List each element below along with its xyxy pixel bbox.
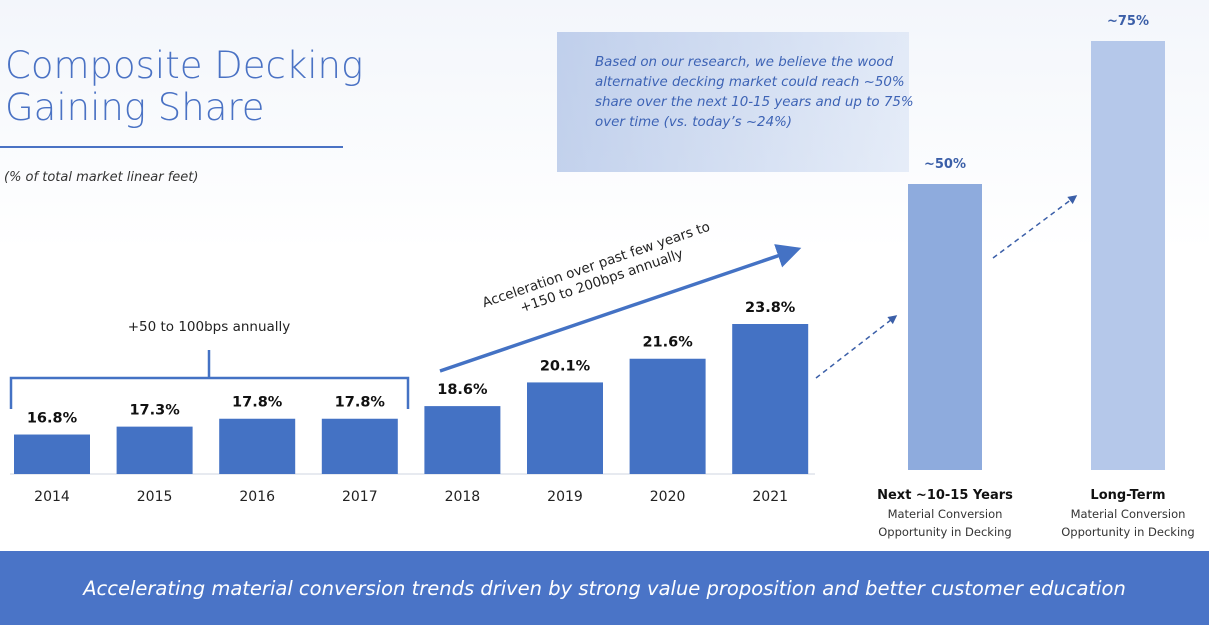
projection-value-long-term: ~75% bbox=[1107, 14, 1149, 29]
projection-desc-mid-term-1: Material Conversion bbox=[888, 507, 1003, 521]
bottom-banner: Accelerating material conversion trends … bbox=[0, 551, 1209, 625]
x-tick-2014: 2014 bbox=[34, 489, 70, 505]
bracket-annotation: +50 to 100bps annually bbox=[128, 319, 291, 335]
x-tick-2020: 2020 bbox=[650, 489, 686, 505]
bar-label-2021: 23.8% bbox=[745, 300, 796, 316]
x-tick-2019: 2019 bbox=[547, 489, 583, 505]
x-tick-2018: 2018 bbox=[445, 489, 481, 505]
research-callout-text: Based on our research, we believe the wo… bbox=[595, 55, 914, 130]
bar-label-2014: 16.8% bbox=[27, 411, 78, 427]
title-underline bbox=[0, 146, 343, 148]
bar-2021 bbox=[732, 324, 809, 474]
acceleration-arrow bbox=[439, 244, 802, 373]
banner-text: Accelerating material conversion trends … bbox=[83, 576, 1126, 600]
x-tick-2015: 2015 bbox=[137, 489, 173, 505]
bar-label-2019: 20.1% bbox=[540, 358, 591, 374]
bar-2020 bbox=[629, 358, 706, 474]
projection-value-mid-term: ~50% bbox=[924, 157, 966, 172]
bar-2018 bbox=[424, 406, 501, 474]
bar-label-2017: 17.8% bbox=[335, 395, 386, 411]
bar-label-2018: 18.6% bbox=[437, 382, 488, 398]
dashed-arrow-to-long-term bbox=[992, 195, 1078, 259]
projection-category-long-term: Long-Term bbox=[1090, 488, 1165, 503]
projection-bar-long-term bbox=[1091, 41, 1165, 470]
bracket-2014-2017 bbox=[9, 350, 410, 409]
projection-desc-long-term-1: Material Conversion bbox=[1071, 507, 1186, 521]
acceleration-annotation: Acceleration over past few years to +150… bbox=[480, 219, 712, 316]
acceleration-annotation-line1: Acceleration over past few years to bbox=[480, 219, 712, 311]
historical-bars: 16.8% 2014 17.3% 2015 17.8% 2016 17.8% 2017 18.6… bbox=[14, 300, 809, 505]
projection-desc-long-term-2: Opportunity in Decking bbox=[1061, 525, 1195, 539]
market-share-chart: +50 to 100bps annually Acceleration over… bbox=[9, 14, 1195, 539]
bar-label-2015: 17.3% bbox=[129, 403, 180, 419]
bar-label-2016: 17.8% bbox=[232, 395, 283, 411]
bar-2015 bbox=[116, 426, 193, 474]
x-tick-2017: 2017 bbox=[342, 489, 378, 505]
bar-2014 bbox=[14, 434, 90, 474]
research-callout-box: Based on our research, we believe the wo… bbox=[557, 32, 914, 172]
x-tick-2021: 2021 bbox=[752, 489, 788, 505]
bar-2017 bbox=[321, 418, 398, 474]
projection-desc-mid-term-2: Opportunity in Decking bbox=[878, 525, 1012, 539]
chart-subtitle: (% of total market linear feet) bbox=[4, 170, 199, 185]
bar-2016 bbox=[219, 418, 296, 474]
bar-label-2020: 21.6% bbox=[642, 335, 693, 351]
projection-category-mid-term: Next ~10-15 Years bbox=[877, 488, 1013, 503]
page-title: Composite Decking Gaining Share bbox=[5, 44, 364, 129]
projection-bars: ~50% Next ~10-15 Years Material Conversion… bbox=[877, 14, 1195, 539]
bar-2019 bbox=[527, 382, 603, 474]
dashed-arrow-to-mid-term bbox=[815, 315, 898, 379]
projection-bar-mid-term bbox=[908, 184, 982, 470]
x-tick-2016: 2016 bbox=[239, 489, 275, 505]
